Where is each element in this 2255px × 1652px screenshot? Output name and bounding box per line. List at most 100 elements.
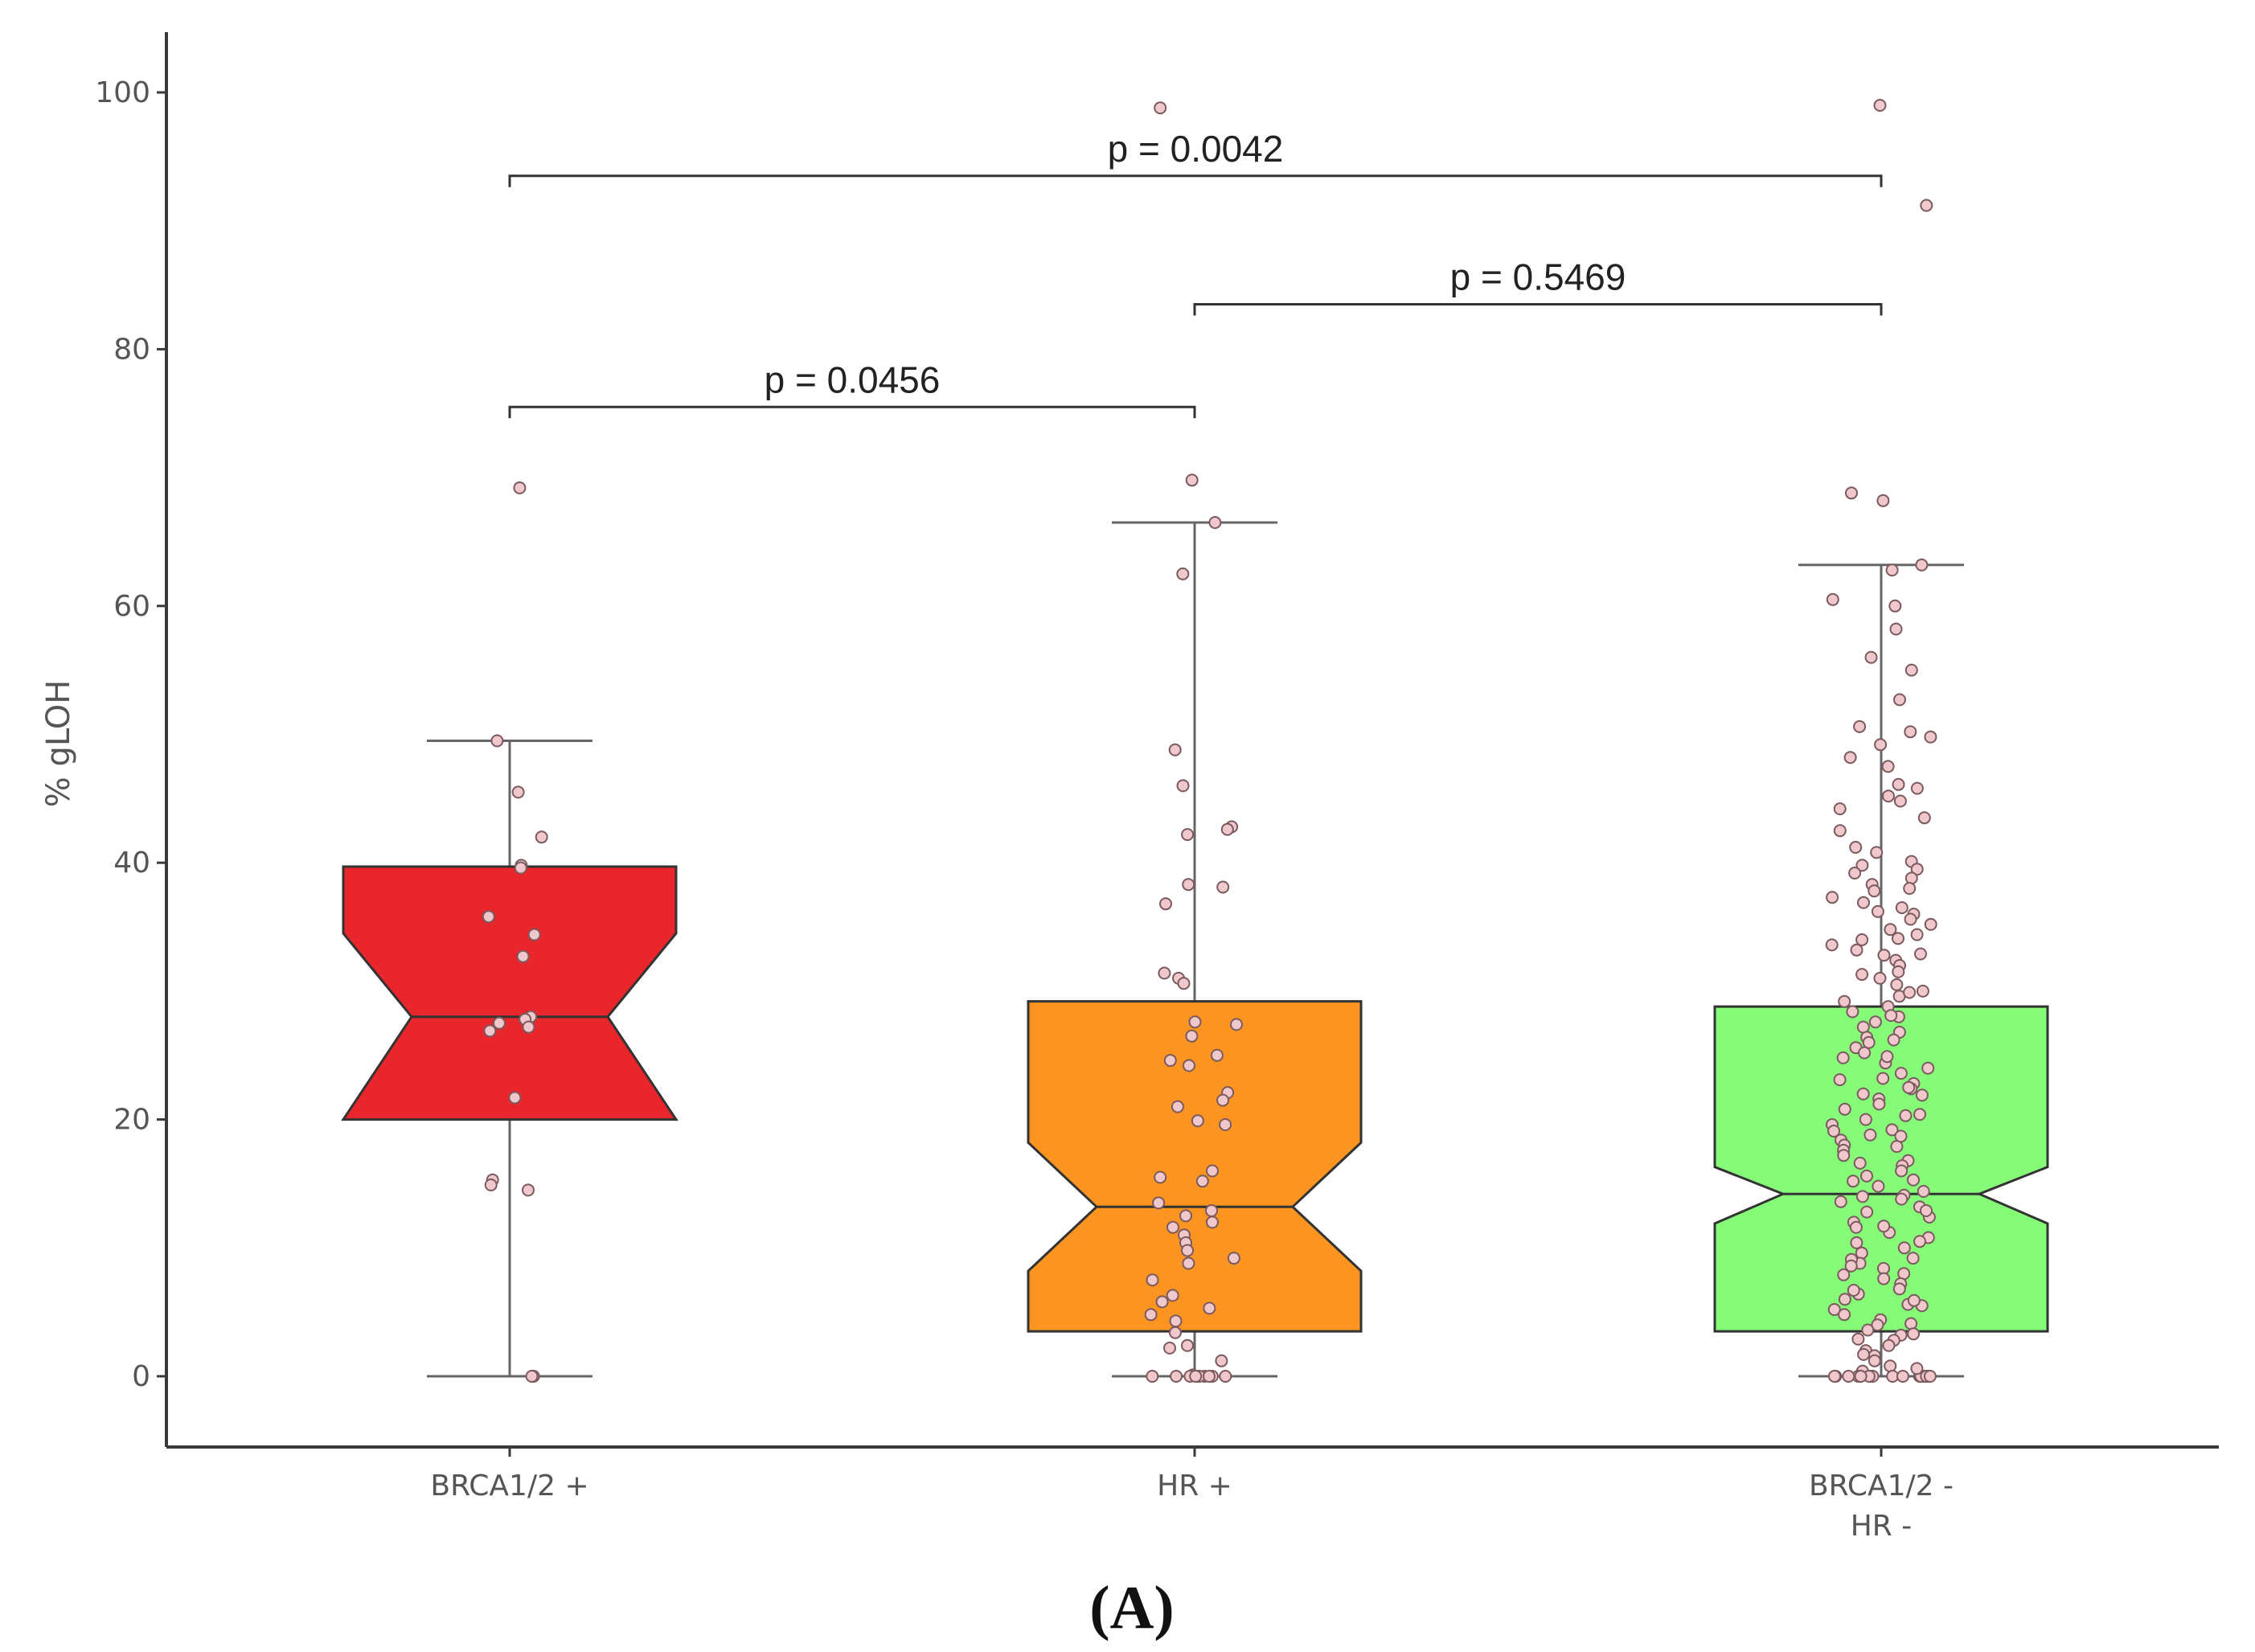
data-point xyxy=(1892,965,1905,978)
data-point xyxy=(1882,789,1895,803)
data-point xyxy=(1877,1220,1891,1233)
data-point xyxy=(1168,1326,1182,1339)
data-point xyxy=(1890,978,1904,991)
notched-box xyxy=(341,865,679,1121)
notched-box xyxy=(1713,1005,2049,1333)
data-point xyxy=(1872,1179,1885,1193)
x-tick-label: HR - xyxy=(1851,1510,1913,1543)
data-point xyxy=(1914,947,1927,961)
data-point xyxy=(1871,1318,1884,1332)
data-point xyxy=(1913,1108,1926,1121)
data-point xyxy=(1888,599,1902,613)
data-point xyxy=(1188,1015,1202,1029)
data-point xyxy=(1146,1273,1159,1287)
data-point xyxy=(1853,719,1867,733)
data-point xyxy=(1853,1156,1867,1170)
data-point xyxy=(1838,1308,1851,1322)
data-point xyxy=(1163,1054,1177,1068)
panel-label: (A) xyxy=(1089,1574,1175,1642)
data-point xyxy=(1826,592,1839,606)
data-point xyxy=(1873,971,1887,985)
data-point xyxy=(1183,1059,1195,1072)
data-point xyxy=(1168,743,1182,756)
data-point xyxy=(1163,1341,1176,1355)
data-point xyxy=(1895,901,1909,915)
data-point xyxy=(1216,880,1230,894)
data-point xyxy=(1855,968,1869,982)
data-point xyxy=(1870,846,1884,859)
data-point xyxy=(1206,1215,1219,1229)
data-point xyxy=(1868,1354,1881,1367)
data-point xyxy=(1887,1033,1900,1047)
data-point xyxy=(1924,917,1937,931)
data-point xyxy=(1855,1190,1869,1203)
data-point xyxy=(483,1024,497,1038)
data-point xyxy=(1876,1072,1890,1085)
data-point xyxy=(1166,1289,1179,1302)
data-point xyxy=(1219,1370,1232,1383)
data-point xyxy=(1871,904,1884,918)
data-point xyxy=(1171,1100,1184,1113)
significance-bracket xyxy=(508,174,1883,187)
data-point xyxy=(1910,781,1924,795)
data-point xyxy=(1877,1272,1891,1285)
data-point xyxy=(1897,1241,1911,1255)
data-point xyxy=(1862,1035,1876,1049)
data-point xyxy=(1857,896,1870,909)
data-point xyxy=(1877,949,1891,962)
data-point xyxy=(1860,1205,1874,1219)
data-point xyxy=(1220,822,1234,836)
data-point xyxy=(1851,1332,1865,1346)
data-point xyxy=(1861,1323,1875,1337)
data-point xyxy=(1182,878,1195,892)
data-point xyxy=(535,830,548,844)
data-point xyxy=(1203,1370,1216,1383)
data-point xyxy=(1892,1282,1906,1296)
data-point xyxy=(1920,1204,1933,1217)
data-point xyxy=(1904,663,1918,677)
data-point xyxy=(1210,1048,1224,1062)
data-point xyxy=(1205,1204,1218,1217)
data-point xyxy=(1917,1185,1930,1198)
data-point xyxy=(1907,1293,1921,1307)
data-point xyxy=(1892,932,1904,945)
data-point xyxy=(482,910,495,924)
data-point xyxy=(527,928,541,941)
data-point xyxy=(1833,824,1847,838)
data-point xyxy=(1185,473,1199,487)
data-point xyxy=(484,1179,498,1191)
data-point xyxy=(1848,867,1862,879)
x-tick-label: HR + xyxy=(1157,1470,1232,1502)
data-point xyxy=(1203,1302,1216,1315)
data-point xyxy=(1166,1220,1179,1234)
data-point xyxy=(1920,199,1933,212)
x-tick-label: BRCA1/2 + xyxy=(430,1470,588,1502)
data-point xyxy=(1904,1317,1918,1330)
data-point xyxy=(1154,101,1167,115)
data-point xyxy=(513,481,527,494)
data-point xyxy=(1837,1149,1851,1162)
data-point xyxy=(1177,977,1191,990)
y-axis-label: % gLOH xyxy=(40,680,77,808)
data-point xyxy=(1903,986,1917,999)
data-point xyxy=(1860,1169,1873,1183)
data-point xyxy=(1850,1236,1863,1249)
data-point xyxy=(516,949,530,963)
data-point xyxy=(1182,1256,1195,1270)
data-point xyxy=(1917,811,1931,825)
data-point xyxy=(1913,1235,1926,1248)
significance-bracket xyxy=(1193,303,1883,316)
x-tick-label: BRCA1/2 - xyxy=(1809,1470,1954,1502)
data-point xyxy=(1227,1252,1240,1265)
data-point xyxy=(1838,1293,1851,1306)
data-point xyxy=(1849,1220,1863,1234)
data-point xyxy=(1181,828,1195,842)
data-point xyxy=(1858,1046,1872,1060)
data-point xyxy=(1855,859,1869,872)
data-point xyxy=(490,734,504,748)
data-point xyxy=(1855,933,1869,946)
data-point xyxy=(1904,871,1918,885)
data-point xyxy=(1885,564,1899,577)
data-point xyxy=(1837,1268,1851,1281)
data-point xyxy=(1833,1073,1847,1087)
